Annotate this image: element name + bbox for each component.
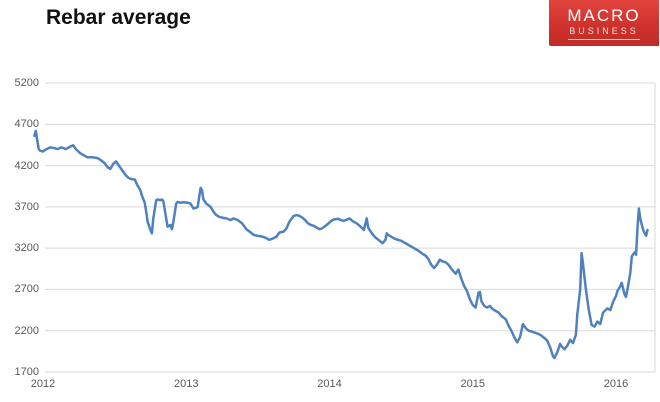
y-axis-tick-label: 3200 [14, 242, 39, 255]
macrobusiness-logo: MACRO BUSINESS [549, 0, 659, 46]
y-axis-tick-label: 1700 [14, 366, 39, 378]
logo-text-business: BUSINESS [568, 25, 640, 40]
series-line [33, 129, 649, 360]
x-axis-tick-label: 2016 [603, 378, 629, 390]
y-axis-tick-label: 4700 [14, 118, 39, 131]
y-axis-tick-label: 3700 [14, 200, 39, 213]
x-axis-tick-label: 2012 [30, 378, 56, 390]
y-axis-tick-label: 4200 [14, 159, 39, 172]
x-axis-tick-label: 2015 [460, 378, 485, 390]
x-axis-tick-label: 2014 [317, 378, 342, 390]
logo-text-macro: MACRO [567, 5, 641, 25]
y-axis-tick-label: 5200 [14, 77, 39, 89]
y-axis-tick-label: 2200 [14, 324, 39, 337]
y-axis-tick-label: 2700 [14, 283, 39, 296]
chart-title: Rebar average [46, 6, 191, 29]
x-axis-tick-label: 2013 [174, 378, 199, 390]
